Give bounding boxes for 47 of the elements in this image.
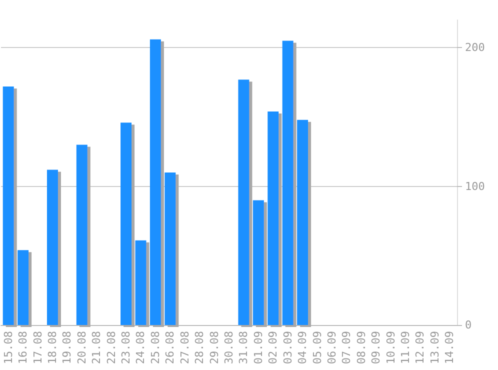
x-tick-label: 09.09 bbox=[370, 331, 383, 364]
bar bbox=[252, 200, 264, 325]
y-tick-label: 200 bbox=[465, 41, 485, 54]
x-tick-label: 21.08 bbox=[90, 331, 104, 364]
bar bbox=[120, 122, 132, 325]
y-tick-label: 0 bbox=[465, 318, 472, 332]
bar bbox=[46, 170, 58, 325]
x-tick-label: 17.08 bbox=[31, 331, 44, 364]
x-tick-label: 07.09 bbox=[340, 331, 354, 364]
x-tick-label: 30.08 bbox=[222, 331, 236, 364]
x-tick-label: 23.08 bbox=[120, 331, 133, 364]
y-tick-label: 100 bbox=[465, 180, 485, 193]
bar bbox=[150, 39, 161, 325]
bar bbox=[268, 112, 279, 325]
x-tick-label: 28.08 bbox=[193, 331, 206, 364]
x-tick-label: 14.09 bbox=[443, 331, 456, 364]
x-tick-label: 29.08 bbox=[208, 331, 221, 364]
bar bbox=[238, 80, 250, 325]
x-tick-label: 12.09 bbox=[414, 331, 427, 364]
x-tick-label: 06.09 bbox=[325, 331, 338, 364]
bar bbox=[282, 40, 294, 325]
x-tick-label: 20.08 bbox=[75, 331, 88, 364]
bar bbox=[18, 250, 29, 325]
x-tick-label: 15.08 bbox=[2, 331, 15, 364]
x-tick-label: 26.08 bbox=[164, 331, 177, 364]
x-tick-label: 05.09 bbox=[310, 331, 324, 364]
x-tick-label: 31.08 bbox=[237, 331, 250, 364]
x-tick-label: 16.08 bbox=[16, 331, 30, 364]
x-tick-label: 08.09 bbox=[354, 331, 368, 364]
x-tick-label: 24.08 bbox=[134, 331, 148, 364]
bar bbox=[135, 240, 146, 325]
x-tick-label: 18.08 bbox=[46, 331, 59, 364]
x-tick-label: 10.09 bbox=[384, 331, 398, 364]
bar bbox=[76, 144, 88, 325]
x-tick-label: 11.09 bbox=[399, 331, 412, 364]
bar bbox=[2, 86, 14, 325]
x-tick-label: 04.09 bbox=[296, 331, 310, 364]
x-tick-label: 25.08 bbox=[148, 331, 162, 364]
bar bbox=[297, 120, 308, 325]
x-tick-label: 27.08 bbox=[178, 331, 192, 364]
x-tick-label: 13.09 bbox=[428, 331, 442, 364]
x-tick-label: 03.09 bbox=[281, 331, 294, 364]
x-tick-label: 19.08 bbox=[60, 331, 74, 364]
bar bbox=[164, 172, 176, 325]
x-tick-label: 01.09 bbox=[252, 331, 265, 364]
x-tick-label: 02.09 bbox=[266, 331, 280, 364]
x-tick-label: 22.08 bbox=[104, 331, 118, 364]
